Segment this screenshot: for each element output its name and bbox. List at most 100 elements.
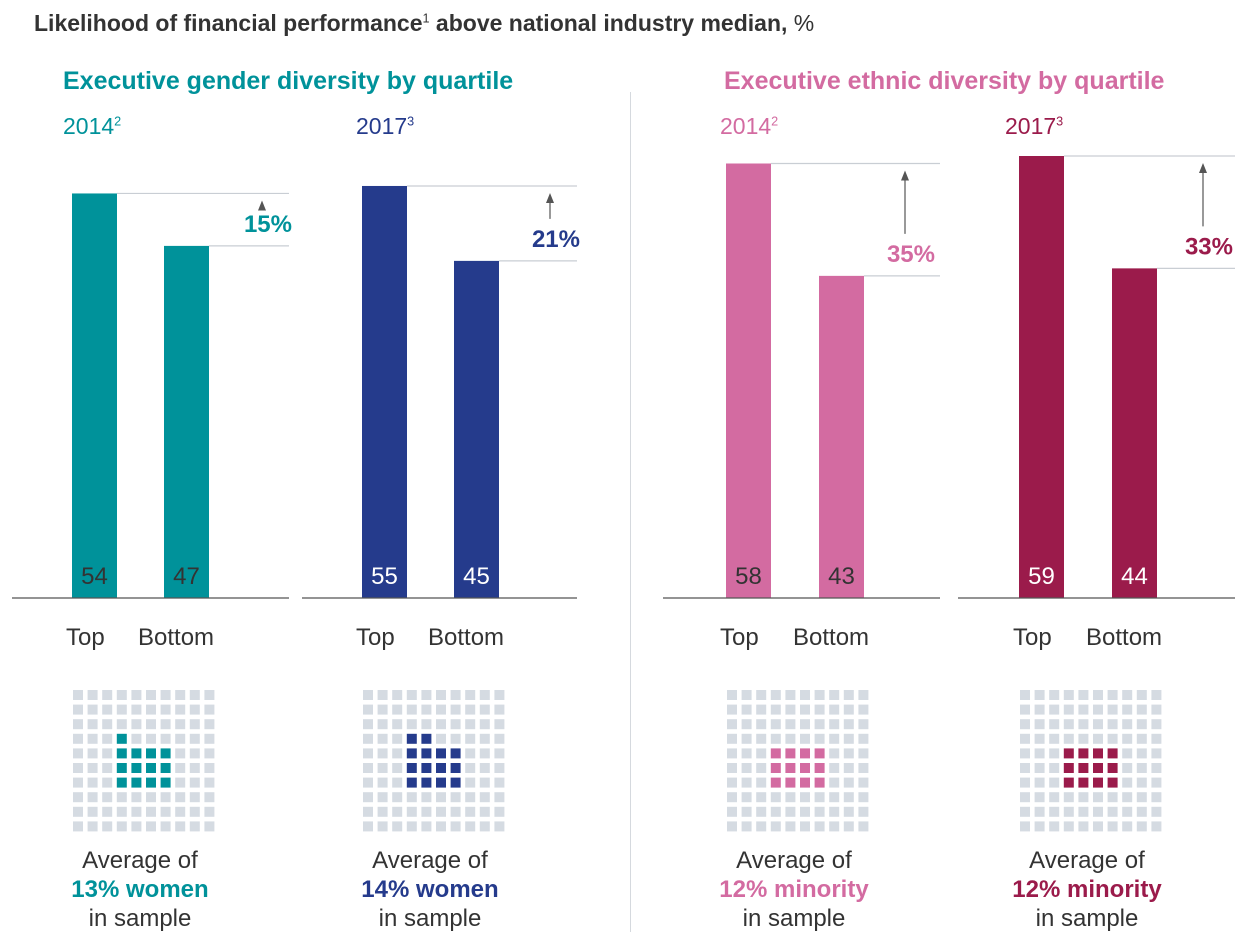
- grid-square: [1034, 777, 1045, 788]
- year-footnote: 3: [407, 114, 415, 129]
- grid-square: [770, 821, 781, 832]
- grid-square: [494, 719, 505, 730]
- grid-square: [189, 821, 200, 832]
- grid-square: [204, 792, 215, 803]
- grid-square: [392, 733, 403, 744]
- grid-square: [131, 821, 142, 832]
- grid-square: [479, 719, 490, 730]
- grid-square: [785, 792, 796, 803]
- grid-square: [858, 748, 869, 759]
- grid-square: [741, 748, 752, 759]
- grid-square: [73, 792, 83, 803]
- grid-square: [829, 704, 840, 715]
- chart-year: 20173: [356, 113, 414, 140]
- difference-label: 33%: [1185, 233, 1233, 260]
- grid-square: [800, 792, 810, 803]
- grid-square: [204, 821, 215, 832]
- bar-value-label: 55: [371, 563, 398, 590]
- chart-panel: 20142 54 47 15% Top Bottom Average of 13% women…: [12, 0, 302, 949]
- grid-square: [1107, 821, 1118, 832]
- grid-square: [131, 690, 142, 700]
- highlighted-square: [146, 763, 156, 773]
- grid-square: [829, 733, 840, 744]
- grid-square: [363, 763, 373, 773]
- bar-chart: 58 43 35%: [663, 162, 940, 832]
- arrow-head: [901, 170, 909, 181]
- highlighted-square: [770, 763, 781, 773]
- bar-bottom: [819, 275, 864, 598]
- chart-year: 20142: [63, 113, 121, 140]
- grid-square: [479, 777, 490, 788]
- grid-square: [189, 777, 200, 788]
- grid-square: [814, 690, 825, 700]
- grid-square: [102, 719, 113, 730]
- highlighted-square: [160, 777, 171, 788]
- grid-square: [829, 792, 840, 803]
- grid-square: [73, 733, 83, 744]
- highlighted-square: [800, 748, 810, 759]
- grid-square: [1136, 733, 1147, 744]
- grid-square: [1034, 733, 1045, 744]
- highlighted-square: [436, 777, 446, 788]
- grid-square: [102, 763, 113, 773]
- grid-square: [189, 719, 200, 730]
- highlighted-square: [1078, 763, 1089, 773]
- grid-square: [1063, 821, 1074, 832]
- grid-square: [73, 821, 83, 832]
- grid-square: [479, 806, 490, 817]
- sample-caption: Average of 12% minority in sample: [987, 846, 1187, 933]
- grid-square: [1063, 792, 1074, 803]
- bar-value-label: 44: [1121, 563, 1148, 590]
- grid-square: [741, 733, 752, 744]
- grid-square: [756, 690, 767, 700]
- highlighted-square: [1078, 777, 1089, 788]
- grid-square: [189, 704, 200, 715]
- highlighted-square: [800, 777, 810, 788]
- grid-square: [727, 777, 737, 788]
- grid-square: [741, 821, 752, 832]
- bar-value-label: 54: [81, 563, 108, 590]
- grid-square: [770, 704, 781, 715]
- grid-square: [363, 704, 373, 715]
- grid-square: [800, 821, 810, 832]
- grid-square: [465, 704, 476, 715]
- grid-square: [756, 777, 767, 788]
- grid-square: [741, 806, 752, 817]
- year-label: 2017: [1005, 113, 1057, 139]
- year-footnote: 2: [771, 114, 779, 129]
- grid-square: [1136, 821, 1147, 832]
- sample-square-grid: [363, 690, 505, 832]
- grid-square: [102, 690, 113, 700]
- grid-square: [770, 806, 781, 817]
- grid-square: [829, 690, 840, 700]
- grid-square: [1122, 792, 1133, 803]
- grid-square: [436, 806, 446, 817]
- grid-square: [160, 719, 171, 730]
- grid-square: [727, 806, 737, 817]
- grid-square: [1078, 821, 1089, 832]
- highlighted-square: [131, 748, 142, 759]
- grid-square: [406, 704, 417, 715]
- grid-square: [494, 690, 505, 700]
- grid-square: [377, 792, 388, 803]
- grid-square: [1151, 821, 1162, 832]
- grid-square: [436, 719, 446, 730]
- highlighted-square: [814, 763, 825, 773]
- grid-square: [146, 792, 156, 803]
- year-footnote: 2: [114, 114, 122, 129]
- grid-square: [1020, 777, 1030, 788]
- grid-square: [146, 821, 156, 832]
- highlighted-square: [116, 777, 127, 788]
- grid-square: [800, 690, 810, 700]
- grid-square: [204, 719, 215, 730]
- highlighted-square: [1078, 748, 1089, 759]
- x-tick-label: Bottom: [428, 624, 505, 651]
- highlighted-square: [770, 748, 781, 759]
- grid-square: [494, 748, 505, 759]
- caption-highlight: 14% women: [361, 876, 499, 903]
- grid-square: [131, 704, 142, 715]
- grid-square: [770, 690, 781, 700]
- grid-square: [377, 748, 388, 759]
- grid-square: [1049, 719, 1060, 730]
- grid-square: [175, 748, 186, 759]
